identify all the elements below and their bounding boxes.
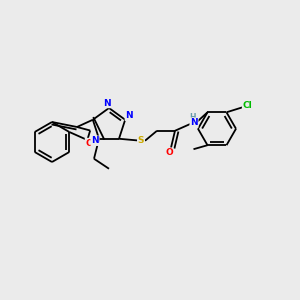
Text: N: N (190, 118, 198, 127)
Text: N: N (91, 136, 99, 145)
Text: H: H (190, 113, 196, 122)
Text: Cl: Cl (243, 101, 252, 110)
Text: N: N (103, 98, 111, 107)
Text: N: N (125, 111, 133, 120)
Text: O: O (165, 148, 173, 157)
Text: S: S (138, 136, 144, 145)
Text: O: O (85, 139, 93, 148)
